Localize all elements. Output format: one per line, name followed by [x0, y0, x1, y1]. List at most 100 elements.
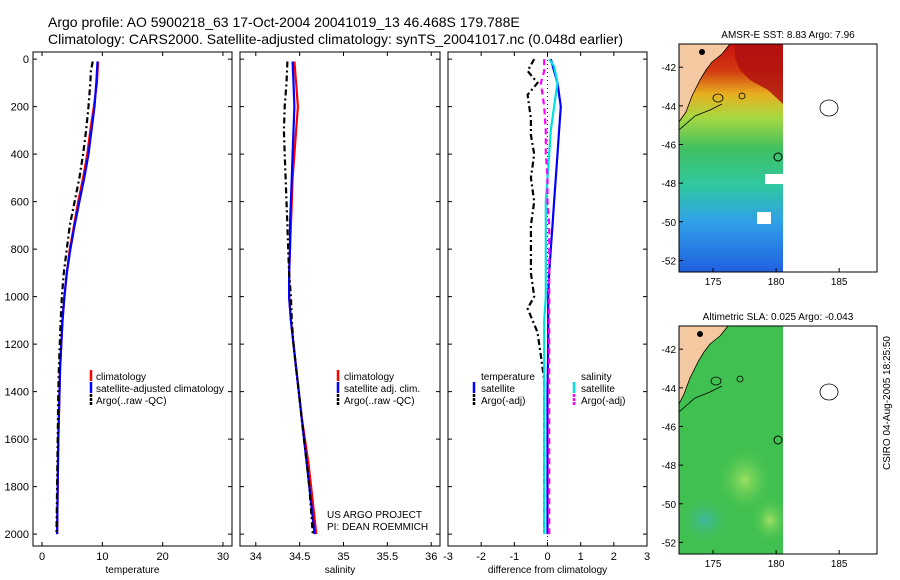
temperature-legend: climatology satellite-adjusted climatolo…: [89, 370, 224, 407]
chatham-rise-contour: [679, 103, 723, 131]
sla-map-title: Altimetric SLA: 0.025 Argo: -0.043: [703, 312, 854, 323]
map-y-tick-label: -52: [662, 538, 677, 549]
map-x-tick-label: 185: [831, 277, 848, 288]
y-tick-label: 200: [11, 102, 29, 114]
map-x-tick-label: 185: [831, 559, 848, 570]
map-y-tick-label: -50: [662, 218, 677, 229]
sla-low-anomaly: [679, 494, 733, 546]
legend-label-temp-argo: Argo(-adj): [481, 396, 525, 407]
x-tick-label: 34.5: [289, 551, 310, 563]
sla-high-anomaly: [750, 495, 783, 545]
y-tick-label: 800: [11, 244, 29, 256]
legend-label-climatology: climatology: [96, 372, 146, 383]
y-tick-label: 2000: [5, 529, 29, 541]
x-tick-label: -3: [443, 551, 453, 563]
y-tick-label: 1000: [5, 292, 29, 304]
chatham-rise-contour: [679, 385, 723, 413]
x-axis-label: difference from climatology: [488, 565, 607, 576]
legend-label-argo: Argo(..raw -QC): [344, 396, 415, 407]
y-tick-label: 0: [23, 54, 29, 66]
x-tick-label: 10: [96, 551, 108, 563]
map-y-tick-label: -46: [662, 140, 677, 151]
legend-label-temp-satellite: satellite: [481, 384, 515, 395]
series-line-satellite-adjusted-climatology: [56, 61, 99, 535]
map-y-tick-label: -46: [662, 422, 677, 433]
figure-subtitle: Climatology: CARS2000. Satellite-adjuste…: [48, 31, 624, 47]
legend-label-satellite: satellite-adjusted climatology: [96, 384, 224, 395]
map-x-tick-label: 180: [768, 559, 785, 570]
missing-data-patch: [757, 212, 771, 224]
sla-map-field: [679, 326, 783, 554]
sst-map-field: [679, 44, 783, 272]
legend-heading-temperature: temperature: [481, 372, 535, 383]
x-tick-label: 35.5: [377, 551, 398, 563]
map-y-tick-label: -48: [662, 461, 677, 472]
y-tick-label: 1400: [5, 387, 29, 399]
x-tick-label: 35: [337, 551, 349, 563]
series-line-argo-raw-qc: [55, 61, 94, 535]
map-y-tick-label: -42: [662, 345, 677, 356]
series-line-argo-raw-qc: [282, 61, 314, 535]
y-tick-label: 400: [11, 149, 29, 161]
temperature-panel: climatology satellite-adjusted climatolo…: [5, 51, 233, 576]
coast-marker: [699, 49, 705, 55]
series-line-salinity-argo-adj: [539, 59, 551, 535]
y-tick-label: 1800: [5, 482, 29, 494]
map-y-tick-label: -48: [662, 179, 677, 190]
new-zealand-coast: [679, 326, 729, 405]
legend-label-satellite: satellite adj. clim.: [344, 384, 420, 395]
new-zealand-coast: [679, 44, 731, 123]
x-tick-label: 36: [425, 551, 437, 563]
x-tick-label: -1: [509, 551, 519, 563]
sla-high-anomaly: [715, 445, 775, 515]
island-outline: [819, 99, 839, 117]
x-tick-label: 20: [157, 551, 169, 563]
x-tick-label: 2: [611, 551, 617, 563]
map-y-tick-label: -44: [662, 384, 677, 395]
x-tick-label: 1: [578, 551, 584, 563]
sla-map-frame: [678, 325, 878, 555]
temperature-axes-frame: [32, 51, 233, 547]
series-line-temperature-argo-adj: [526, 58, 546, 535]
map-y-tick-label: -44: [662, 102, 677, 113]
sla-map-panel: Altimetric SLA: 0.025 Argo: -0.043 175 18…: [662, 312, 878, 570]
x-tick-label: -2: [476, 551, 486, 563]
argo-float-marker: [773, 152, 783, 162]
sst-map-title: AMSR-E SST: 8.83 Argo: 7.96: [721, 30, 855, 41]
figure-title: Argo profile: AO 5900218_63 17-Oct-2004 …: [48, 14, 520, 30]
legend-label-climatology: climatology: [344, 372, 394, 383]
series-line-satellite-adj-clim: [288, 61, 316, 535]
sst-map-frame: [678, 43, 878, 273]
argo-float-marker: [773, 435, 783, 445]
project-annotation: US ARGO PROJECT: [327, 510, 422, 521]
difference-panel: temperature satellite Argo(-adj) salinit…: [443, 51, 650, 576]
legend-label-sal-satellite: satellite: [581, 384, 615, 395]
x-axis-label: salinity: [325, 565, 356, 576]
series-line-temperature-satellite: [546, 58, 562, 535]
island-outline: [712, 93, 724, 103]
map-y-tick-label: -42: [662, 63, 677, 74]
sst-map-panel: AMSR-E SST: 8.83 Argo: 7.96 175 180 185 -42…: [662, 30, 878, 288]
x-tick-label: 34: [250, 551, 262, 563]
coast-marker: [697, 331, 703, 337]
legend-heading-salinity: salinity: [581, 372, 612, 383]
island-outline: [819, 383, 839, 401]
sst-warm-region: [735, 44, 783, 104]
legend-label-sal-argo: Argo(-adj): [581, 396, 625, 407]
island-outline: [738, 92, 746, 100]
salinity-legend: climatology satellite adj. clim. Argo(..…: [336, 370, 420, 407]
x-tick-label: 3: [644, 551, 650, 563]
x-tick-label: 30: [217, 551, 229, 563]
pi-annotation: PI: DEAN ROEMMICH: [327, 522, 428, 533]
map-x-tick-label: 180: [768, 277, 785, 288]
series-line-salinity-satellite: [543, 58, 559, 535]
salinity-axes-frame: [239, 51, 441, 547]
legend-label-argo: Argo(..raw -QC): [96, 396, 167, 407]
x-axis-label: temperature: [106, 565, 160, 576]
difference-legend: temperature satellite Argo(-adj) salinit…: [472, 372, 625, 407]
x-tick-label: 0: [544, 551, 550, 563]
missing-data-patch: [765, 174, 783, 184]
map-y-tick-label: -50: [662, 500, 677, 511]
y-tick-label: 1600: [5, 434, 29, 446]
